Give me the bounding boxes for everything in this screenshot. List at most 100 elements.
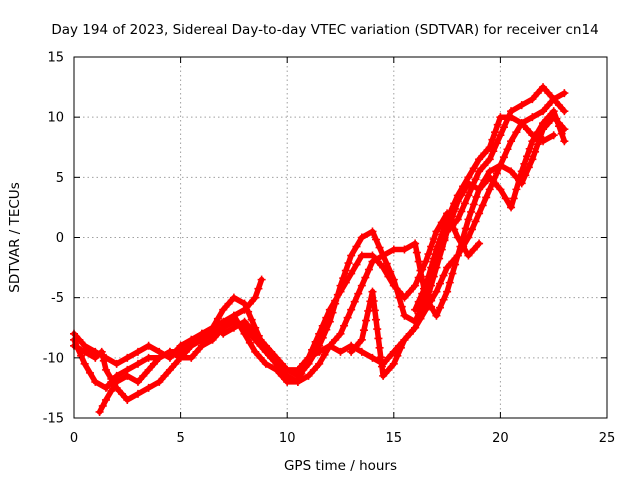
data-point <box>539 119 548 128</box>
data-point <box>421 281 430 290</box>
data-point <box>133 377 142 386</box>
data-point <box>267 347 276 356</box>
data-point <box>448 269 457 278</box>
data-point <box>117 389 126 398</box>
data-point <box>440 222 449 231</box>
data-point <box>357 347 366 356</box>
data-point <box>435 303 444 312</box>
data-point <box>357 335 366 344</box>
data-point <box>370 306 379 315</box>
data-point <box>171 359 180 368</box>
data-point <box>424 250 433 259</box>
data-point <box>379 251 388 260</box>
data-point <box>443 263 452 272</box>
data-point <box>123 353 132 362</box>
data-point <box>528 113 537 122</box>
data-point <box>515 176 524 185</box>
data-point <box>382 259 391 268</box>
data-point <box>144 365 153 374</box>
y-tick-label: 10 <box>47 111 64 126</box>
data-point <box>155 377 164 386</box>
data-point <box>341 266 350 275</box>
data-point <box>336 347 345 356</box>
data-point <box>133 347 142 356</box>
data-point <box>489 147 498 156</box>
data-point <box>509 194 518 203</box>
data-point <box>460 199 469 208</box>
data-point <box>492 169 501 178</box>
data-point <box>304 371 313 380</box>
data-point <box>293 377 302 386</box>
data-point <box>283 365 292 374</box>
data-point <box>261 341 270 350</box>
data-point <box>472 192 481 201</box>
data-point <box>219 329 228 338</box>
data-point <box>469 245 478 254</box>
data-point <box>507 113 516 122</box>
data-point <box>369 297 378 306</box>
data-point <box>171 347 180 356</box>
y-tick-label: 5 <box>56 171 64 186</box>
data-point <box>361 273 370 282</box>
data-point <box>432 287 441 296</box>
data-point <box>520 159 529 168</box>
data-point <box>389 275 398 284</box>
data-point <box>336 329 345 338</box>
data-point <box>443 215 452 224</box>
data-point <box>91 377 100 386</box>
data-point <box>272 353 281 362</box>
data-point <box>123 395 132 404</box>
data-point <box>339 274 348 283</box>
data-point <box>133 359 142 368</box>
data-point <box>80 359 89 368</box>
data-point <box>491 179 500 188</box>
data-point <box>418 289 427 298</box>
data-point <box>549 107 558 116</box>
series-trace-5 <box>219 113 569 374</box>
data-point <box>453 191 462 200</box>
data-point <box>544 113 553 122</box>
data-point <box>507 203 516 212</box>
data-point <box>524 163 533 172</box>
data-point <box>224 299 233 308</box>
data-point <box>459 233 468 242</box>
data-point <box>397 302 406 311</box>
data-point <box>347 269 356 278</box>
data-point <box>512 128 521 137</box>
x-tick-label: 20 <box>492 431 509 446</box>
data-point <box>392 284 401 293</box>
data-point <box>240 299 249 308</box>
data-point <box>439 271 448 280</box>
data-point <box>244 307 253 316</box>
data-point <box>144 383 153 392</box>
data-point <box>400 245 409 254</box>
series-line <box>348 108 568 379</box>
data-point <box>533 128 542 137</box>
data-point <box>336 281 345 290</box>
data-point <box>322 325 331 334</box>
data-point <box>208 323 217 332</box>
data-point <box>418 307 427 316</box>
data-point <box>160 371 169 380</box>
y-tick-label: 15 <box>47 51 64 66</box>
data-point <box>549 131 558 140</box>
data-point <box>107 386 116 395</box>
data-point <box>352 260 361 269</box>
x-tick-label: 5 <box>176 431 184 446</box>
data-point <box>412 248 421 257</box>
data-point <box>496 161 505 170</box>
data-point <box>245 323 254 332</box>
data-point <box>251 347 260 356</box>
data-point <box>437 230 446 239</box>
data-point <box>368 257 377 266</box>
data-point <box>374 334 383 343</box>
data-point <box>439 295 448 304</box>
data-point <box>499 123 508 132</box>
data-point <box>352 341 361 350</box>
tick-labels: 0 5 10 15 20 25 -15 -10 -5 0 5 10 15 <box>43 51 616 447</box>
data-point <box>424 272 433 281</box>
data-point <box>187 353 196 362</box>
x-tick-label: 0 <box>70 431 78 446</box>
data-point <box>386 267 395 276</box>
data-point <box>405 287 414 296</box>
